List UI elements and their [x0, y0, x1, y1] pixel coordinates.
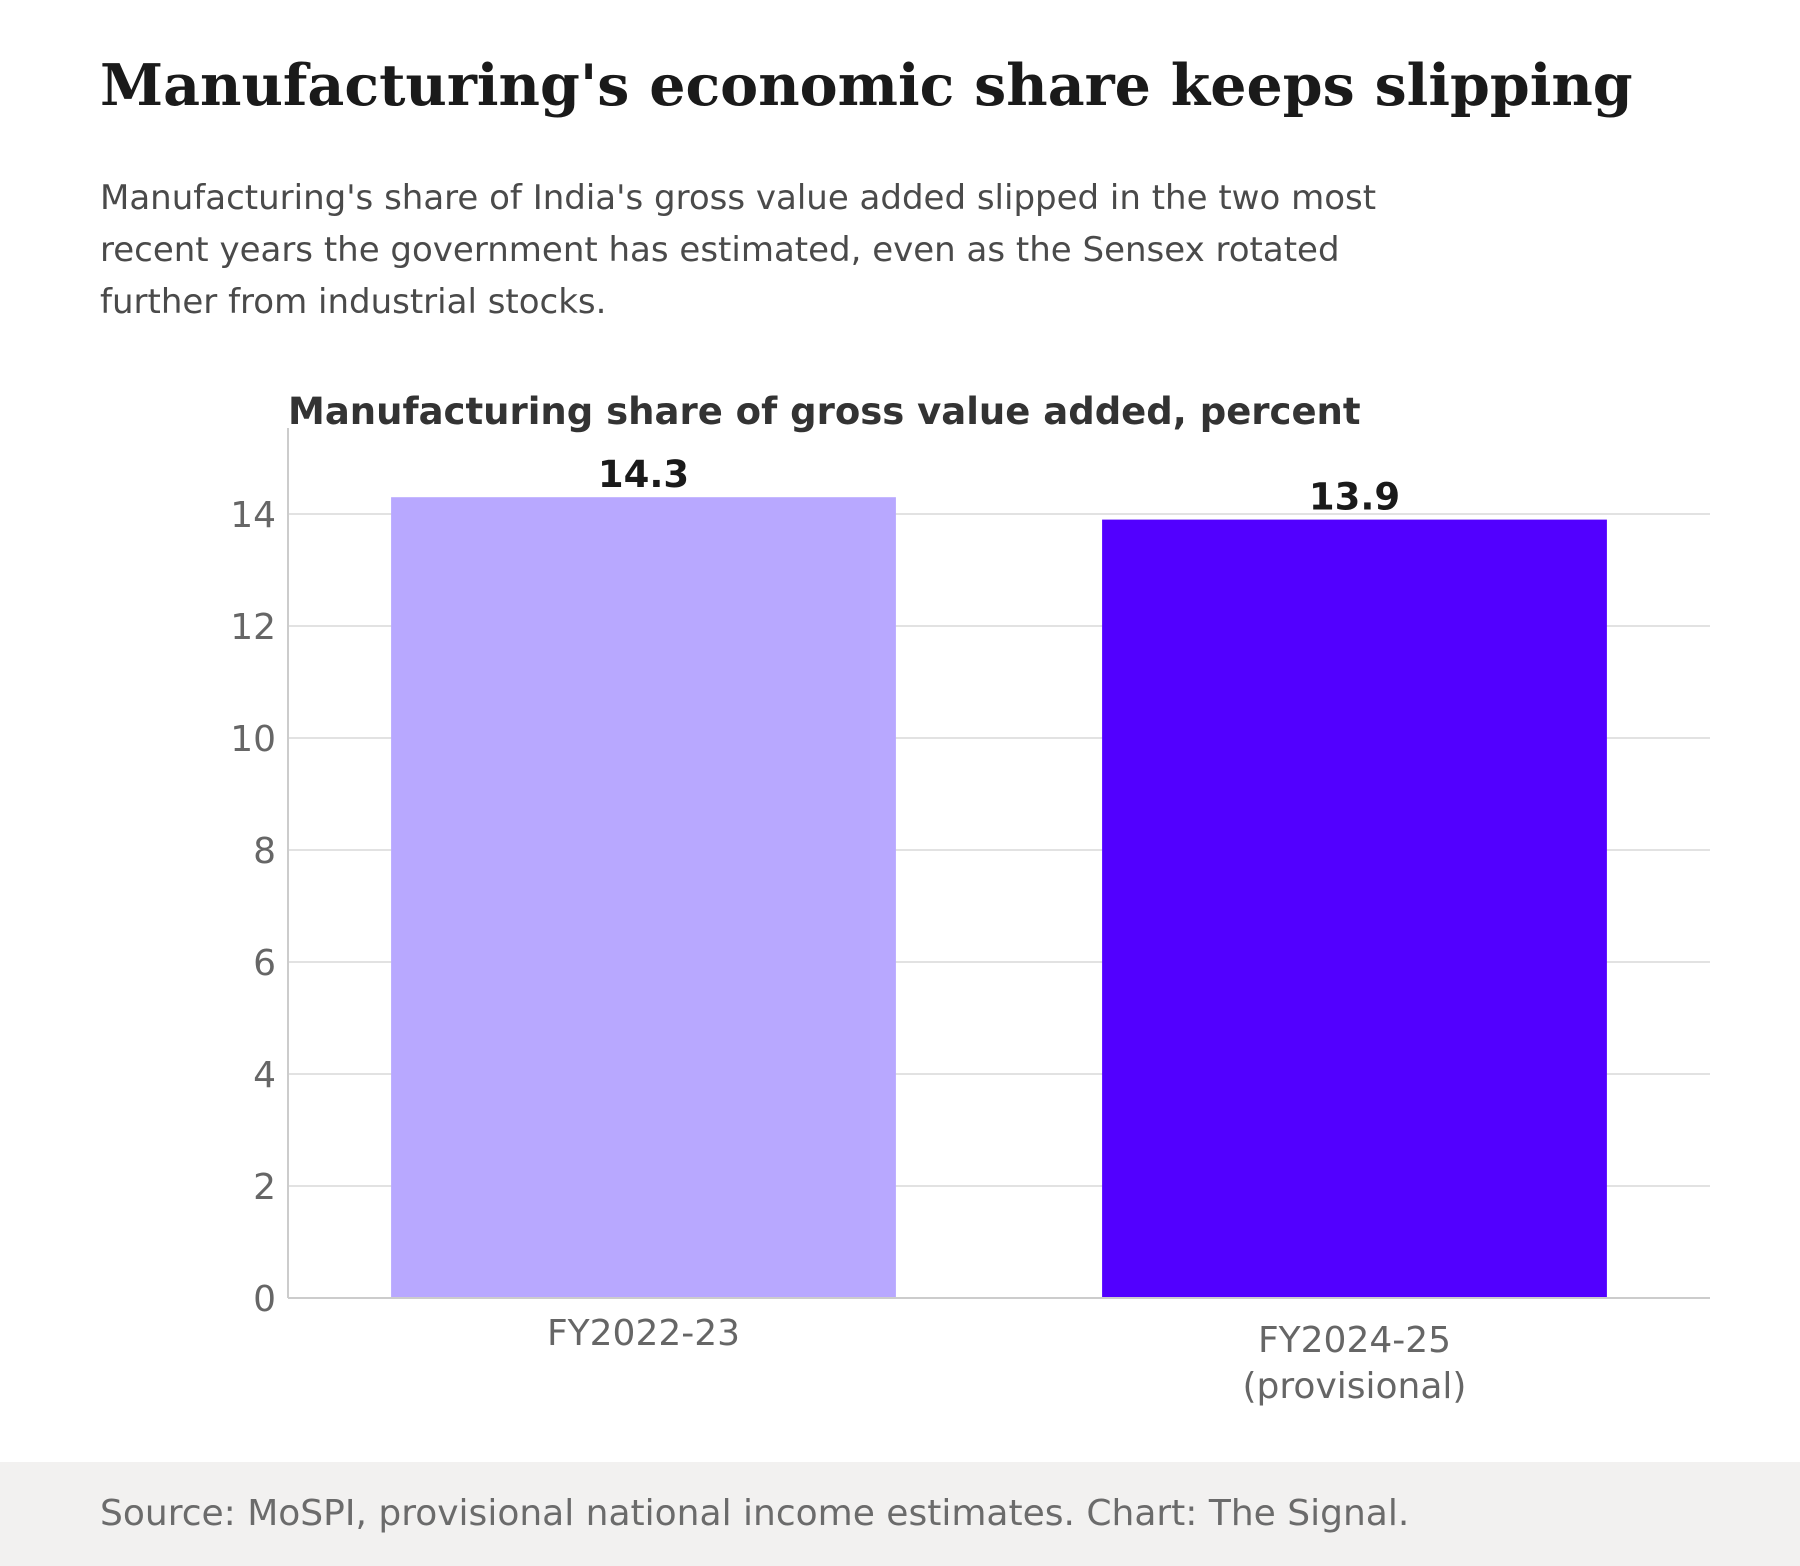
footer: Source: MoSPI, provisional national inco…	[0, 1462, 1800, 1566]
y-tick-label: 2	[253, 1167, 276, 1208]
bar	[1102, 519, 1607, 1298]
y-tick-label: 4	[253, 1055, 276, 1096]
y-tick-label: 14	[230, 495, 276, 536]
data-label: 13.9	[1309, 476, 1400, 519]
y-tick-label: 12	[230, 607, 276, 648]
headline: Manufacturing's economic share keeps sli…	[100, 52, 1633, 119]
y-tick-label: 10	[230, 719, 276, 760]
x-tick-label: FY2024-25	[1258, 1320, 1451, 1361]
y-tick-label: 6	[253, 943, 276, 984]
y-tick-label: 0	[253, 1279, 276, 1320]
bar	[391, 497, 896, 1298]
data-label: 14.3	[598, 453, 689, 496]
y-axis: 0 2 4 6 8 10 12 14	[230, 428, 289, 1320]
data-labels: 14.3 13.9	[598, 453, 1400, 518]
bars	[391, 497, 1607, 1298]
dek: Manufacturing's share of India's gross v…	[100, 178, 1377, 322]
x-tick-label: FY2022-23	[547, 1313, 740, 1354]
bar-chart: Manufacturing share of gross value added…	[230, 390, 1710, 1407]
source-note: Source: MoSPI, provisional national inco…	[100, 1493, 1410, 1534]
y-tick-label: 8	[253, 831, 276, 872]
chart-title: Manufacturing share of gross value added…	[288, 390, 1361, 433]
x-axis: FY2022-23 FY2024-25 (provisional)	[288, 1297, 1710, 1407]
x-tick-label: (provisional)	[1243, 1366, 1467, 1407]
